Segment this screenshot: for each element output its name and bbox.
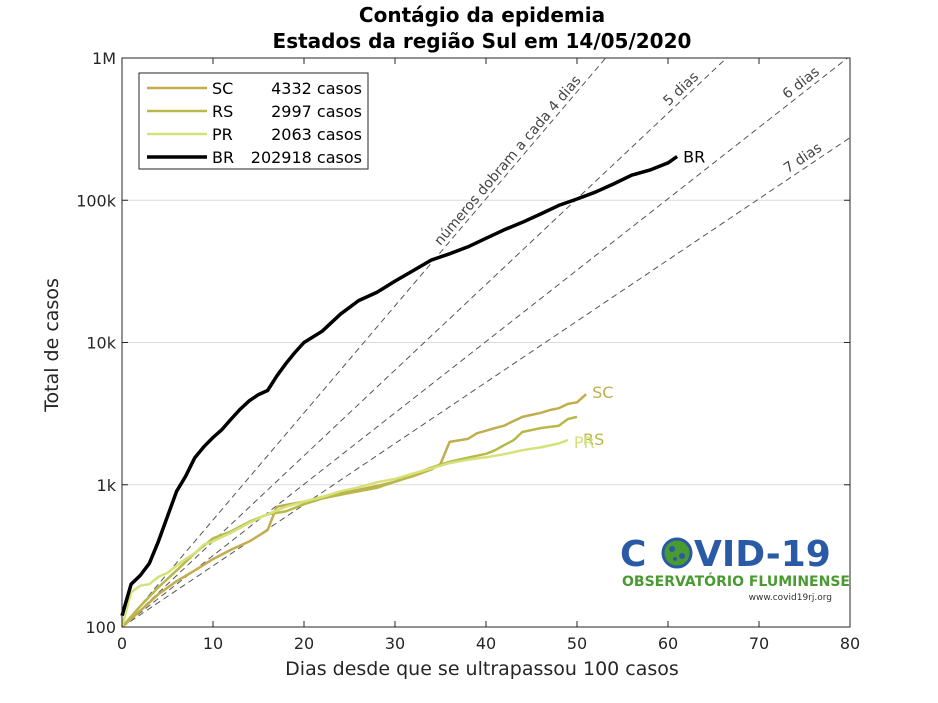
logo-text-left: C	[620, 534, 646, 575]
series-end-label-pr: PR	[574, 433, 595, 452]
x-tick-label: 50	[567, 634, 587, 653]
series-end-label-sc: SC	[592, 383, 613, 402]
y-tick-label: 10k	[86, 334, 116, 353]
virus-icon	[661, 537, 693, 569]
logo-subtitle: OBSERVATÓRIO FLUMINENSE	[622, 572, 850, 590]
x-tick-label: 30	[385, 634, 405, 653]
series-end-label-rs: RS	[583, 430, 604, 449]
series-line-sc	[121, 393, 587, 628]
legend-count: 2063 casos	[271, 125, 362, 144]
covid19-logo: C VID-19 OBSERVATÓRIO FLUMINENSE www.cov…	[620, 534, 850, 603]
legend-name: BR	[212, 148, 234, 167]
x-axis-label: Dias desde que se ultrapassou 100 casos	[285, 658, 679, 680]
chart-title: Contágio da epidemia	[359, 3, 605, 27]
y-axis-label: Total de casos	[41, 278, 63, 413]
chart-subtitle: Estados da região Sul em 14/05/2020	[273, 29, 692, 53]
legend-name: PR	[212, 125, 233, 144]
legend-name: RS	[212, 102, 233, 121]
y-tick-label: 100k	[76, 191, 117, 210]
series-line-br	[120, 155, 679, 617]
legend-count: 202918 casos	[251, 148, 362, 167]
reference-line-7-days	[121, 137, 851, 628]
logo-url: www.covid19rj.org	[749, 593, 832, 603]
legend-count: 4332 casos	[271, 79, 362, 98]
x-tick-label: 10	[203, 634, 223, 653]
y-tick-label: 1k	[97, 476, 117, 495]
axis-ticks: 100 1k 10k 100k 1M 0 10 20 30 40 50 60 70 80	[76, 49, 860, 653]
series-line-pr	[120, 438, 569, 628]
x-tick-label: 20	[294, 634, 314, 653]
x-tick-label: 80	[840, 634, 860, 653]
logo-text-right: VID-19	[694, 534, 831, 575]
x-tick-label: 70	[749, 634, 769, 653]
legend-count: 2997 casos	[271, 102, 362, 121]
reference-line-4-days	[121, 57, 607, 628]
reference-line-5-days	[121, 57, 727, 628]
y-gridlines	[122, 199, 850, 486]
x-tick-label: 0	[117, 634, 127, 653]
y-tick-label: 100	[85, 618, 116, 637]
legend-name: SC	[212, 79, 233, 98]
series-end-label-br: BR	[683, 148, 705, 167]
reference-line-6-days	[121, 57, 848, 628]
x-tick-label: 60	[658, 634, 678, 653]
y-tick-label: 1M	[92, 49, 116, 68]
x-tick-label: 40	[476, 634, 496, 653]
legend: SC 4332 casos RS 2997 casos PR 2063 casos BR 20…	[138, 72, 369, 170]
